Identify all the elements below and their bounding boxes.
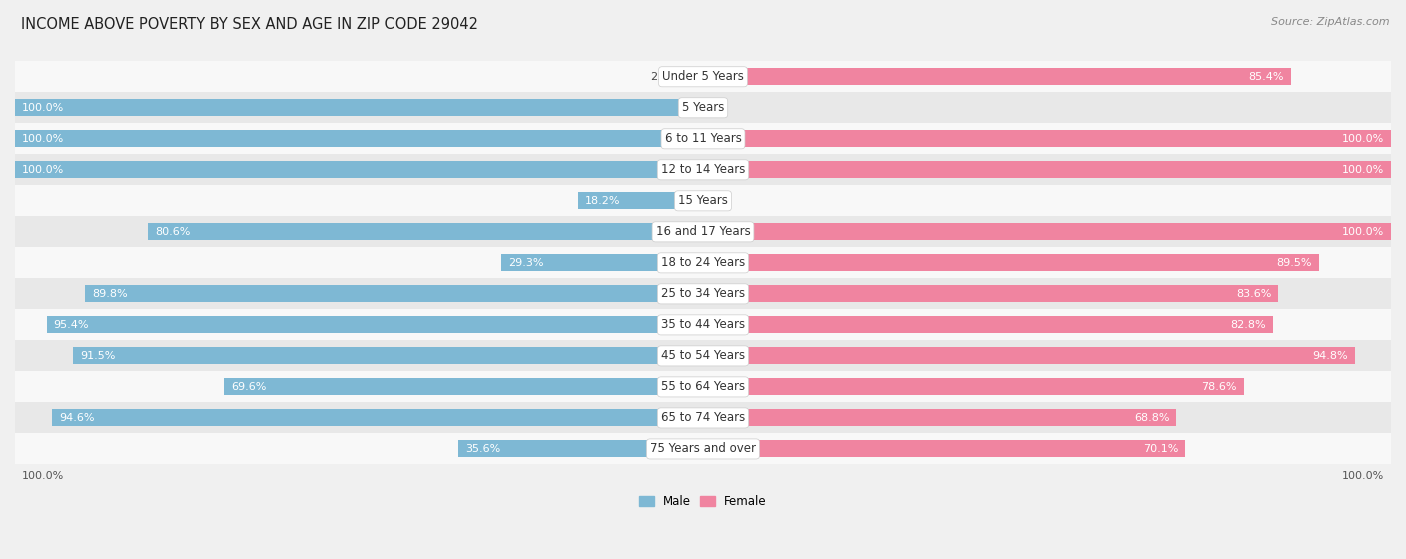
Bar bbox=[15, 154, 1391, 186]
Bar bbox=[15, 124, 1391, 154]
Bar bbox=[15, 92, 1391, 124]
Bar bbox=[703, 409, 1177, 427]
Text: 29.3%: 29.3% bbox=[509, 258, 544, 268]
Text: 15 Years: 15 Years bbox=[678, 195, 728, 207]
Text: 75 Years and over: 75 Years and over bbox=[650, 442, 756, 456]
Text: 94.8%: 94.8% bbox=[1313, 351, 1348, 361]
Text: 68.8%: 68.8% bbox=[1135, 413, 1170, 423]
Text: 89.8%: 89.8% bbox=[91, 289, 128, 299]
Bar bbox=[703, 378, 1244, 395]
Text: 100.0%: 100.0% bbox=[1341, 471, 1384, 481]
Bar bbox=[15, 216, 1391, 247]
Text: 100.0%: 100.0% bbox=[1341, 227, 1384, 237]
Text: 70.1%: 70.1% bbox=[1143, 444, 1178, 454]
Text: 35.6%: 35.6% bbox=[465, 444, 501, 454]
Bar bbox=[15, 309, 1391, 340]
Text: INCOME ABOVE POVERTY BY SEX AND AGE IN ZIP CODE 29042: INCOME ABOVE POVERTY BY SEX AND AGE IN Z… bbox=[21, 17, 478, 32]
Bar bbox=[578, 192, 703, 210]
Bar bbox=[86, 285, 703, 302]
Text: 100.0%: 100.0% bbox=[22, 103, 65, 113]
Bar bbox=[703, 347, 1355, 364]
Bar bbox=[15, 61, 1391, 92]
Bar bbox=[52, 409, 703, 427]
Text: 65 to 74 Years: 65 to 74 Years bbox=[661, 411, 745, 424]
Bar bbox=[15, 162, 703, 178]
Text: 25 to 34 Years: 25 to 34 Years bbox=[661, 287, 745, 300]
Text: 89.5%: 89.5% bbox=[1277, 258, 1312, 268]
Bar bbox=[15, 130, 703, 148]
Bar bbox=[46, 316, 703, 333]
Bar bbox=[458, 440, 703, 457]
Bar bbox=[15, 402, 1391, 433]
Bar bbox=[685, 68, 703, 86]
Bar bbox=[502, 254, 703, 271]
Bar bbox=[703, 68, 1291, 86]
Bar bbox=[15, 371, 1391, 402]
Text: 78.6%: 78.6% bbox=[1201, 382, 1237, 392]
Text: Under 5 Years: Under 5 Years bbox=[662, 70, 744, 83]
Text: 12 to 14 Years: 12 to 14 Years bbox=[661, 163, 745, 176]
Text: 100.0%: 100.0% bbox=[22, 471, 65, 481]
Bar bbox=[224, 378, 703, 395]
Text: 100.0%: 100.0% bbox=[1341, 165, 1384, 175]
Text: 2.7%: 2.7% bbox=[651, 72, 679, 82]
Text: 35 to 44 Years: 35 to 44 Years bbox=[661, 319, 745, 331]
Text: 69.6%: 69.6% bbox=[231, 382, 266, 392]
Legend: Male, Female: Male, Female bbox=[634, 490, 772, 513]
Text: 94.6%: 94.6% bbox=[59, 413, 94, 423]
Bar bbox=[703, 440, 1185, 457]
Text: 82.8%: 82.8% bbox=[1230, 320, 1265, 330]
Text: 100.0%: 100.0% bbox=[22, 134, 65, 144]
Text: 18 to 24 Years: 18 to 24 Years bbox=[661, 257, 745, 269]
Bar bbox=[73, 347, 703, 364]
Bar bbox=[15, 433, 1391, 465]
Text: Source: ZipAtlas.com: Source: ZipAtlas.com bbox=[1271, 17, 1389, 27]
Text: 100.0%: 100.0% bbox=[22, 165, 65, 175]
Bar bbox=[15, 247, 1391, 278]
Text: 6 to 11 Years: 6 to 11 Years bbox=[665, 132, 741, 145]
Bar bbox=[15, 100, 703, 116]
Text: 91.5%: 91.5% bbox=[80, 351, 115, 361]
Bar bbox=[703, 162, 1391, 178]
Bar bbox=[703, 254, 1319, 271]
Text: 83.6%: 83.6% bbox=[1236, 289, 1271, 299]
Bar bbox=[15, 186, 1391, 216]
Bar bbox=[15, 278, 1391, 309]
Text: 16 and 17 Years: 16 and 17 Years bbox=[655, 225, 751, 238]
Bar bbox=[15, 340, 1391, 371]
Text: 95.4%: 95.4% bbox=[53, 320, 89, 330]
Bar bbox=[149, 223, 703, 240]
Bar bbox=[703, 130, 1391, 148]
Text: 18.2%: 18.2% bbox=[585, 196, 620, 206]
Text: 85.4%: 85.4% bbox=[1249, 72, 1284, 82]
Text: 80.6%: 80.6% bbox=[155, 227, 191, 237]
Text: 45 to 54 Years: 45 to 54 Years bbox=[661, 349, 745, 362]
Text: 55 to 64 Years: 55 to 64 Years bbox=[661, 381, 745, 394]
Bar bbox=[703, 316, 1272, 333]
Text: 5 Years: 5 Years bbox=[682, 101, 724, 114]
Text: 100.0%: 100.0% bbox=[1341, 134, 1384, 144]
Bar bbox=[703, 223, 1391, 240]
Bar bbox=[703, 285, 1278, 302]
